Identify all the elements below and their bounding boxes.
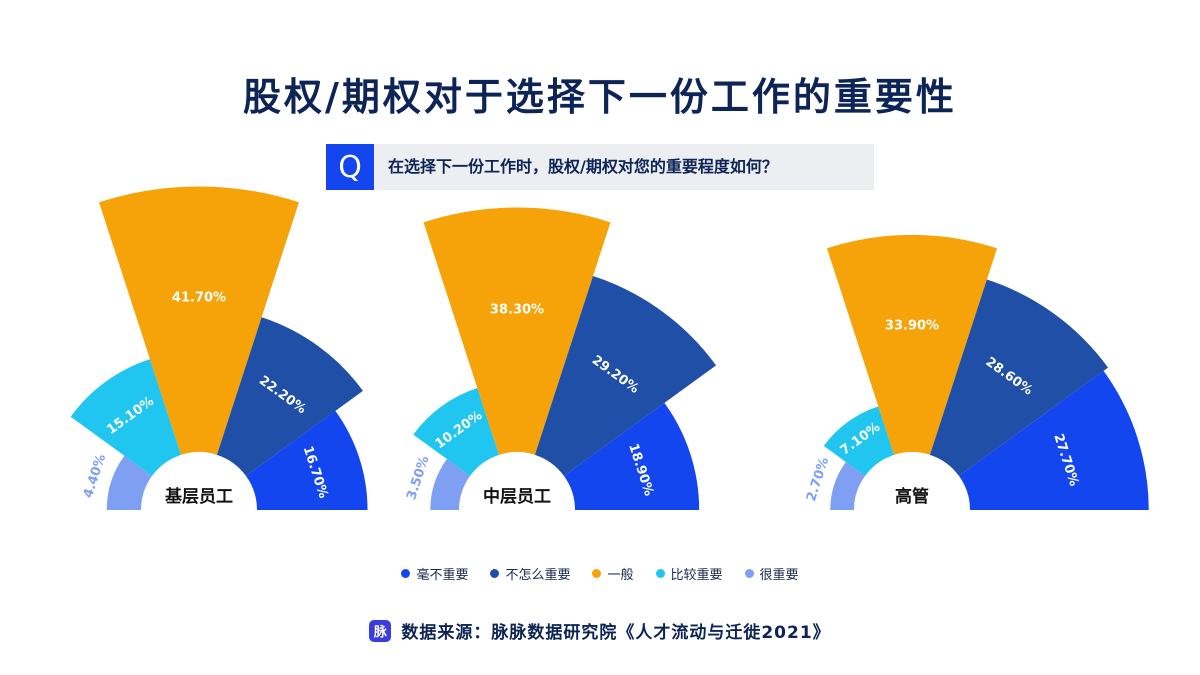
- chart-hub: [461, 454, 573, 510]
- rose-chart-2: 3.50%10.20%38.30%29.20%18.90%中层员工: [404, 207, 717, 510]
- legend-dot: [401, 569, 411, 578]
- data-source: 脉 数据来源：脉脉数据研究院《人才流动与迁徙2021》: [0, 618, 1200, 643]
- value-label-very-important: 2.70%: [804, 456, 832, 504]
- legend-label: 不怎么重要: [505, 568, 571, 583]
- rose-chart-3: 2.70%7.10%33.90%28.60%27.70%高管: [804, 234, 1149, 510]
- sector-fairly-important: [413, 388, 500, 476]
- charts-area: 4.40%15.10%41.70%22.20%16.70%基层员工 3.50%10…: [70, 186, 1149, 510]
- sector-very-important: [106, 455, 153, 510]
- legend-item-very-unimportant: 毫不重要: [401, 564, 468, 583]
- chart-hub: [143, 454, 255, 510]
- page-title: 股权/期权对于选择下一份工作的重要性: [243, 75, 957, 119]
- sector-very-unimportant: [563, 402, 700, 510]
- question-bar: Q 在选择下一份工作时，股权/期权对您的重要程度如何？: [326, 144, 874, 190]
- sector-neutral: [423, 207, 611, 455]
- sector-not-important: [929, 279, 1109, 476]
- sector-very-unimportant: [245, 410, 368, 510]
- legend-dot: [655, 569, 665, 578]
- sector-neutral: [826, 234, 998, 455]
- legend-dot: [490, 569, 500, 578]
- legend-label: 毫不重要: [416, 568, 469, 583]
- sector-not-important: [216, 317, 363, 476]
- sector-neutral: [99, 186, 299, 455]
- legend-item-neutral: 一般: [592, 564, 634, 583]
- chart-group-label: 中层员工: [483, 486, 551, 507]
- sector-very-unimportant: [958, 370, 1149, 510]
- sector-fairly-important: [70, 359, 182, 476]
- legend-dot: [592, 569, 602, 578]
- legend-label: 一般: [607, 568, 634, 583]
- question-text: 在选择下一份工作时，股权/期权对您的重要程度如何？: [388, 157, 778, 176]
- legend-item-very-important: 很重要: [744, 564, 799, 583]
- chart-hub: [856, 454, 968, 510]
- legend: 毫不重要 不怎么重要 一般 比较重要 很重要: [0, 564, 1200, 583]
- legend-label: 很重要: [759, 568, 799, 583]
- sector-fairly-important: [823, 406, 895, 476]
- chart-group-label: 高管: [895, 486, 929, 507]
- sector-very-important: [830, 461, 866, 510]
- legend-dot: [744, 569, 754, 578]
- source-text: 数据来源：脉脉数据研究院《人才流动与迁徙2021》: [401, 623, 831, 643]
- value-label-very-important: 3.50%: [404, 454, 432, 502]
- rose-chart-1: 4.40%15.10%41.70%22.20%16.70%基层员工: [70, 186, 368, 510]
- value-label-very-important: 4.40%: [81, 452, 109, 500]
- legend-label: 比较重要: [670, 568, 723, 583]
- sector-not-important: [534, 276, 717, 476]
- value-label-neutral: 41.70%: [172, 290, 226, 305]
- legend-item-not-important: 不怎么重要: [490, 564, 570, 583]
- value-label-neutral: 33.90%: [885, 319, 939, 334]
- question-badge: Q: [326, 144, 374, 190]
- chart-group-label: 基层员工: [164, 486, 233, 507]
- value-label-neutral: 38.30%: [490, 303, 544, 318]
- legend-item-fairly-important: 比较重要: [655, 564, 723, 583]
- sector-very-important: [430, 459, 471, 510]
- maimai-logo-icon: 脉: [369, 619, 392, 642]
